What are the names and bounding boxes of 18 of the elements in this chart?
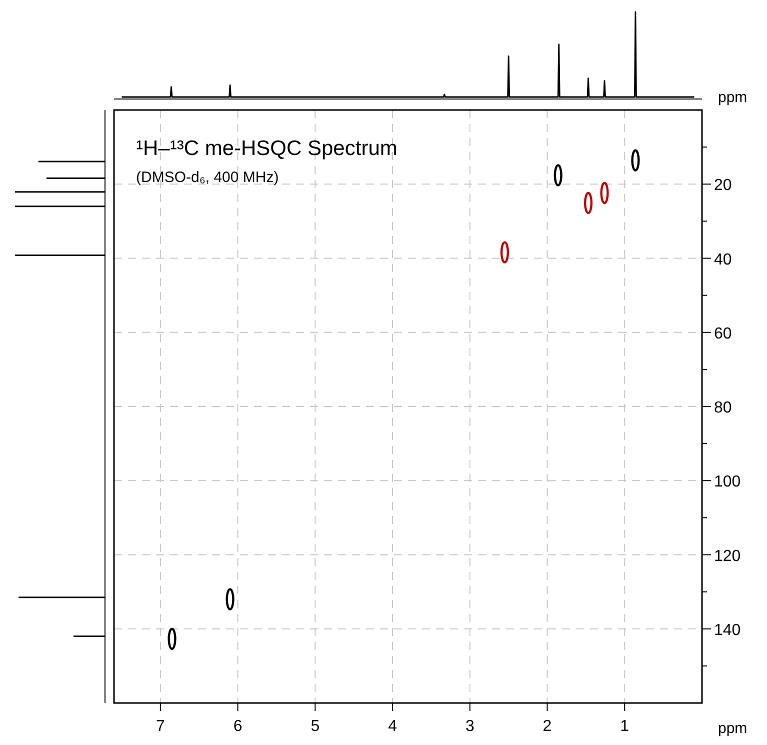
- x-tick-label: 7: [156, 718, 165, 735]
- y-tick-label: 40: [714, 251, 732, 268]
- y-tick-label: 60: [714, 325, 732, 342]
- y-tick-label: 100: [714, 474, 741, 491]
- x-axis-title: ppm: [718, 89, 748, 106]
- x-tick-label: 4: [388, 718, 398, 735]
- text: ¹H–¹³C me-HSQC Spectrum: [136, 137, 398, 160]
- x-tick-label: 3: [465, 718, 474, 735]
- y-tick-label: 140: [714, 622, 741, 639]
- x-axis-title: ppm: [718, 720, 748, 737]
- x-tick-label: 1: [620, 718, 630, 735]
- x-tick-label: 5: [310, 718, 320, 735]
- y-tick-label: 20: [714, 177, 732, 194]
- text: (DMSO-d₆, 400 MHz): [136, 169, 279, 186]
- x-tick-label: 6: [233, 718, 242, 735]
- y-tick-label: 120: [714, 548, 741, 565]
- y-tick-label: 80: [714, 400, 732, 416]
- x-tick-label: 2: [542, 718, 552, 735]
